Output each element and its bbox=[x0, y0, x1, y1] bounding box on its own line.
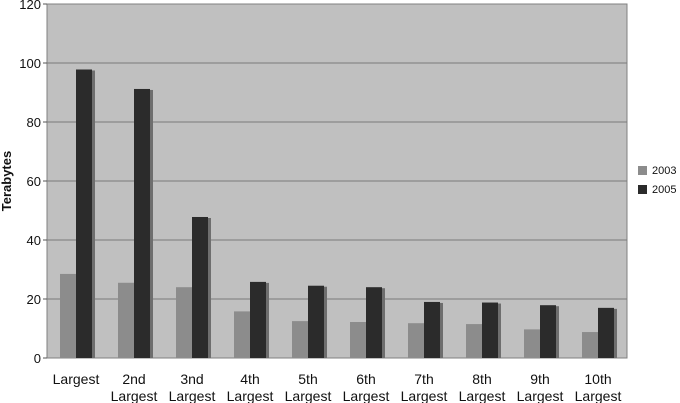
x-category-line: 7th bbox=[414, 371, 433, 387]
x-category-label: Largest bbox=[53, 371, 100, 387]
bar-2003-3 bbox=[176, 287, 192, 358]
bar-2005-6 bbox=[366, 287, 382, 358]
x-category-line: Largest bbox=[459, 388, 506, 403]
bar-2005-7 bbox=[424, 301, 440, 358]
y-tick-label: 120 bbox=[19, 0, 41, 12]
legend-label-2005: 2005 bbox=[652, 184, 676, 196]
x-category-label: 9th Largest bbox=[517, 371, 564, 403]
x-category-line: Largest bbox=[285, 388, 332, 403]
x-category-line: 2nd bbox=[122, 371, 145, 387]
x-category-line: Largest bbox=[53, 371, 100, 387]
x-category-label: 10th Largest bbox=[575, 371, 622, 403]
x-category-line: Largest bbox=[517, 388, 564, 403]
bar-2003-8 bbox=[466, 324, 482, 358]
bar-2003-1 bbox=[60, 273, 76, 358]
x-category-label: 6th Largest bbox=[343, 371, 390, 403]
y-tick-label: 80 bbox=[27, 115, 41, 130]
legend-swatch-2003 bbox=[638, 166, 647, 175]
bar-2005-2 bbox=[134, 88, 150, 359]
y-tick-label: 40 bbox=[27, 233, 41, 248]
x-category-label: 5th Largest bbox=[285, 371, 332, 403]
legend-swatch-2005 bbox=[638, 185, 647, 194]
bar-2003-7 bbox=[408, 323, 424, 358]
x-category-line: 9th bbox=[530, 371, 549, 387]
y-axis-ticks: 0 20 40 60 80 100 120 bbox=[19, 0, 47, 366]
x-category-line: 3nd bbox=[180, 371, 203, 387]
bar-2003-5 bbox=[292, 321, 308, 358]
x-category-line: Largest bbox=[343, 388, 390, 403]
x-category-line: Largest bbox=[111, 388, 158, 403]
bar-2005-1 bbox=[76, 69, 92, 359]
y-tick-label: 20 bbox=[27, 292, 41, 307]
bar-2005-5 bbox=[308, 285, 324, 358]
bar-2003-10 bbox=[582, 332, 598, 358]
x-category-line: 8th bbox=[472, 371, 491, 387]
bar-2003-6 bbox=[350, 322, 366, 358]
bar-2005-4 bbox=[250, 281, 266, 358]
bar-2003-9 bbox=[524, 329, 540, 358]
y-axis-label: Terabytes bbox=[0, 151, 14, 211]
x-category-label: 4th Largest bbox=[227, 371, 274, 403]
x-category-line: 10th bbox=[584, 371, 611, 387]
bars bbox=[60, 69, 617, 359]
x-category-label: 2nd Largest bbox=[111, 371, 158, 403]
y-tick-label: 0 bbox=[34, 351, 41, 366]
x-category-line: Largest bbox=[227, 388, 274, 403]
legend-label-2003: 2003 bbox=[652, 165, 676, 177]
x-category-line: Largest bbox=[401, 388, 448, 403]
y-tick-label: 60 bbox=[27, 174, 41, 189]
bar-2003-2 bbox=[118, 282, 134, 358]
x-category-line: Largest bbox=[169, 388, 216, 403]
x-category-label: 7th Largest bbox=[401, 371, 448, 403]
bar-2005-8 bbox=[482, 302, 498, 358]
y-tick-label: 100 bbox=[19, 56, 41, 71]
x-category-line: 4th bbox=[240, 371, 259, 387]
bar-2005-9 bbox=[540, 305, 556, 358]
x-category-line: 6th bbox=[356, 371, 375, 387]
x-category-line: Largest bbox=[575, 388, 622, 403]
bar-2003-4 bbox=[234, 311, 250, 358]
legend: 2003 2005 bbox=[638, 165, 676, 196]
x-category-line: 5th bbox=[298, 371, 317, 387]
x-category-label: 3nd Largest bbox=[169, 371, 216, 403]
bar-2005-3 bbox=[192, 216, 208, 358]
bar-2005-10 bbox=[598, 307, 614, 358]
x-category-label: 8th Largest bbox=[459, 371, 506, 403]
